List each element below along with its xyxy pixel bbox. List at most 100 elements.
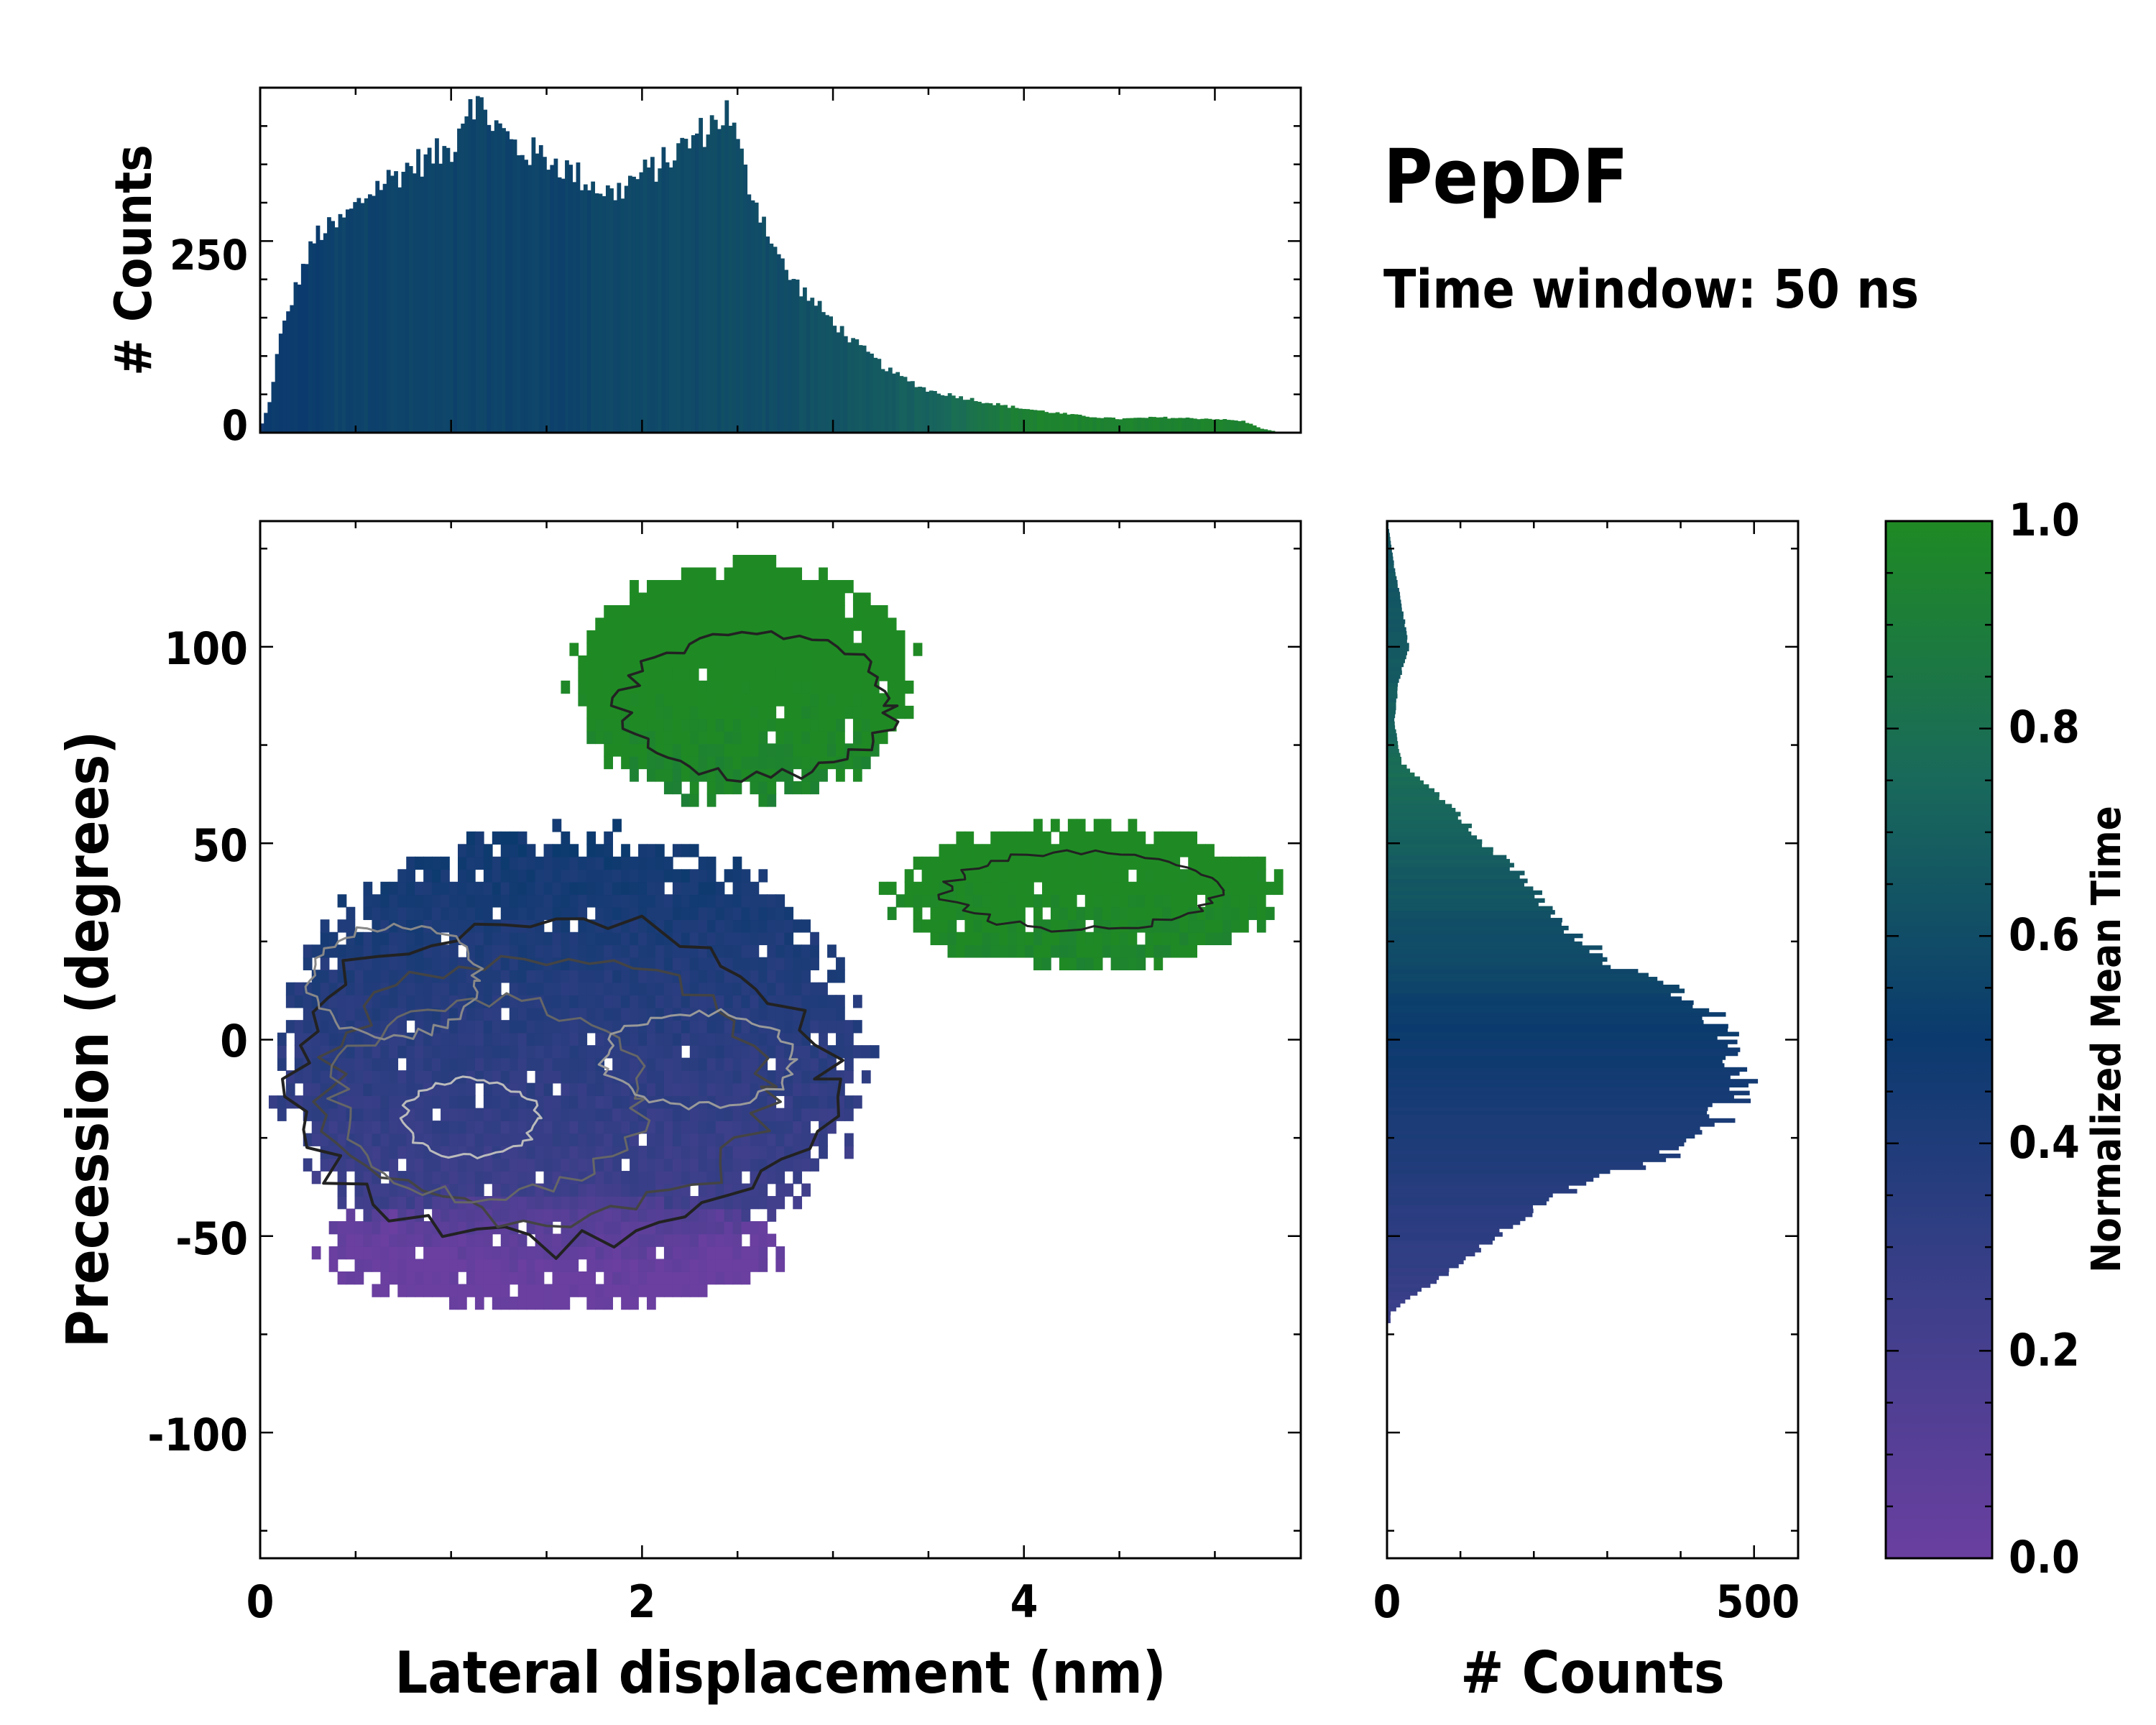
right-histogram-bar [1387,1302,1401,1308]
heatmap-cell [586,944,596,958]
heatmap-cell [595,869,605,883]
heatmap-cell [706,1208,717,1222]
heatmap-cell [415,856,424,870]
heatmap-cell [689,881,699,896]
heatmap-cell [500,1158,510,1172]
heatmap-cell [1093,881,1103,896]
heatmap-cell [724,1246,734,1260]
heatmap-cell [784,705,794,719]
heatmap-cell [561,1296,571,1310]
heatmap-cell [1248,869,1258,883]
heatmap-cell [861,680,871,694]
heatmap-cell [715,881,725,896]
heatmap-cell [1093,906,1103,921]
top-histogram-bar [854,339,860,433]
heatmap-cell [526,844,536,857]
heatmap-cell [741,579,751,594]
top-histogram-bar [724,100,729,433]
heatmap-cell [1110,944,1120,958]
heatmap-cell [939,932,949,946]
heatmap-cell [466,1032,476,1046]
heatmap-cell [913,643,923,656]
heatmap-cell [483,1196,493,1210]
heatmap-cell [1102,869,1112,883]
right-histogram-bar [1387,972,1649,978]
heatmap-cell [389,906,399,921]
heatmap-cell [630,1032,639,1046]
heatmap-cell [663,730,673,745]
top-histogram-bar [267,402,272,433]
heatmap-cell [672,655,682,669]
heatmap-cell [947,856,957,870]
heatmap-cell [432,1158,441,1172]
heatmap-cell [294,995,304,1008]
heatmap-cell [647,894,656,908]
heatmap-cell [277,1032,287,1046]
heatmap-cell [724,944,734,958]
heatmap-cell [432,1133,441,1146]
heatmap-cell [844,1095,854,1109]
heatmap-cell [569,995,579,1008]
heatmap-cell [715,1133,725,1146]
heatmap-cell [526,1108,536,1121]
heatmap-cell [810,1082,819,1096]
heatmap-cell [706,970,717,983]
heatmap-cell [630,755,639,770]
top-histogram-bar [713,119,718,433]
heatmap-cell [406,1271,416,1285]
heatmap-cell [543,1284,553,1297]
heatmap-cell [1025,944,1034,958]
right-histogram-bar [1387,737,1398,742]
heatmap-cell [492,1171,502,1184]
heatmap-cell [698,1146,708,1159]
right-histogram-bar [1387,690,1398,695]
heatmap-cell [1093,856,1103,870]
heatmap-cell [415,1108,424,1121]
heatmap-cell [372,894,382,908]
heatmap-cell [561,995,571,1008]
top-histogram-bar [1067,414,1071,433]
heatmap-cell [655,1271,665,1285]
heatmap-cell [741,705,751,719]
heatmap-cell [423,906,433,921]
heatmap-cell [311,1045,321,1059]
heatmap-cell [793,1095,803,1109]
heatmap-cell [741,1221,751,1235]
heatmap-cell [819,1095,828,1109]
heatmap-cell [973,844,983,857]
heatmap-cell [509,1032,519,1046]
top-histogram-bar [308,241,313,433]
heatmap-cell [1214,906,1223,921]
heatmap-cell [1128,881,1138,896]
heatmap-cell [1067,881,1077,896]
heatmap-cell [689,1108,699,1121]
heatmap-cell [827,617,837,631]
heatmap-cell [655,1121,665,1134]
heatmap-cell [982,944,992,958]
heatmap-cell [509,906,519,921]
heatmap-cell [561,1121,571,1134]
heatmap-cell [990,831,1000,845]
heatmap-cell [441,919,450,933]
heatmap-cell [449,1095,459,1109]
top-histogram-bar [471,119,476,433]
heatmap-cell [638,743,648,757]
heatmap-cell [552,1032,562,1046]
heatmap-cell [561,1233,571,1247]
heatmap-cell [758,555,768,569]
main-ytick-neg50: -50 [175,1213,248,1265]
heatmap-cell [526,856,536,870]
heatmap-cell [655,1208,665,1222]
heatmap-cell [320,919,330,933]
heatmap-cell [578,856,588,870]
top-histogram-bar [587,190,591,433]
heatmap-cell [372,1233,382,1247]
heatmap-cell [741,881,751,896]
heatmap-cell [689,604,699,619]
heatmap-cell [621,995,630,1008]
heatmap-cell [663,680,673,694]
top-histogram-bar [650,157,655,433]
heatmap-cell [698,957,708,971]
heatmap-cell [621,1082,630,1096]
top-histogram-bar [1166,418,1171,433]
